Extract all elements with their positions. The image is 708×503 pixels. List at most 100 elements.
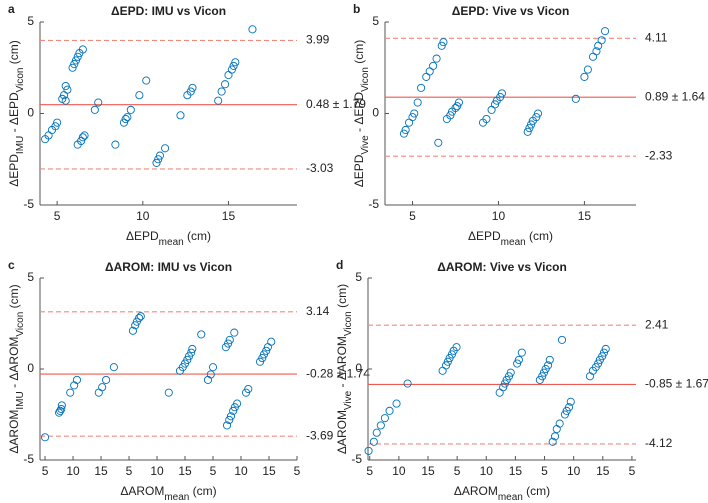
data-point [585, 372, 595, 381]
x-tick-label: 15 [578, 209, 592, 223]
data-point [452, 343, 461, 352]
y-axis-label-sub: Vicon [15, 312, 26, 337]
data-point [186, 87, 195, 96]
data-point [244, 384, 253, 394]
x-axis-label-part: ΔAROM [454, 484, 498, 498]
data-point [571, 94, 580, 103]
data-point [267, 337, 276, 346]
data-point [425, 67, 434, 76]
panel-letter: a [8, 2, 15, 16]
y-axis-label-part: - ΔAROM [7, 337, 21, 392]
data-point [555, 419, 564, 428]
data-point [176, 111, 185, 120]
data-point [599, 348, 609, 357]
data-point [376, 421, 385, 430]
data-point [102, 375, 111, 384]
agreement-label: 3.14 [306, 304, 330, 318]
data-point [222, 421, 232, 430]
data-point [410, 109, 419, 118]
data-point [454, 98, 463, 107]
data-point [188, 344, 197, 354]
x-axis-label-sub: mean [498, 492, 523, 503]
y-axis-label-sub: Vive [343, 390, 354, 410]
x-tick-label: 15 [222, 209, 236, 223]
panel-letter: c [8, 258, 15, 272]
data-point [598, 352, 607, 361]
data-point [262, 346, 271, 355]
data-point [66, 388, 75, 397]
x-tick-label: 15 [421, 464, 435, 478]
data-point [482, 114, 491, 124]
data-point [543, 361, 553, 370]
data-point [229, 61, 238, 70]
y-tick-label: 5 [27, 14, 34, 28]
data-point [225, 335, 234, 344]
data-point [121, 114, 130, 124]
x-axis-label-part: ΔEPD [126, 229, 159, 243]
x-tick-label: 5 [210, 464, 217, 478]
data-point [490, 100, 500, 109]
data-point [57, 401, 66, 410]
x-tick-label: 15 [509, 464, 523, 478]
data-point [369, 437, 378, 446]
x-tick-label: 15 [178, 464, 192, 478]
data-point [566, 397, 575, 406]
x-axis-label-part: (cm) [184, 229, 211, 243]
y-tick-label: 0 [372, 106, 379, 120]
data-point [233, 399, 242, 408]
chart-title: ΔEPD: IMU vs Vicon [111, 4, 226, 18]
data-point [422, 72, 431, 81]
x-axis-label-part: (cm) [523, 484, 550, 498]
y-axis-label-part: - ΔEPD [7, 92, 21, 136]
data-point [98, 383, 107, 392]
x-tick-label: 15 [596, 464, 610, 478]
y-axis-label-sub: Vicon [15, 68, 26, 93]
data-point [552, 425, 561, 434]
y-axis-label-sub: Vicon [360, 67, 371, 92]
x-tick-label: 10 [492, 209, 506, 223]
data-point [364, 446, 373, 455]
agreement-label: -3.69 [306, 428, 334, 442]
x-axis-label-part: ΔAROM [120, 484, 164, 498]
data-point [78, 45, 87, 54]
data-point [525, 124, 534, 133]
data-point [56, 406, 65, 415]
y-axis-label-part: ΔEPD [7, 154, 21, 187]
x-tick-label: 10 [66, 464, 80, 478]
y-axis-label: ΔAROMVive - ΔAROMVicon (cm) [335, 284, 354, 454]
data-point [487, 105, 496, 114]
data-point [432, 54, 441, 63]
data-point [392, 399, 401, 408]
data-point [533, 109, 543, 118]
x-axis-label: ΔEPDmean (cm) [126, 229, 211, 248]
x-tick-label: 5 [126, 464, 133, 478]
data-point [513, 359, 522, 368]
x-tick-label: 15 [262, 464, 276, 478]
y-axis-label-part: (cm) [352, 40, 366, 67]
x-tick-label: 5 [294, 464, 301, 478]
y-tick-label: -5 [351, 452, 362, 466]
y-tick-label: 5 [355, 270, 362, 284]
y-axis-label: ΔEPDIMU - ΔEPDVicon (cm) [7, 40, 26, 187]
y-axis-label-sub: IMU [15, 136, 26, 154]
data-point [538, 372, 547, 381]
chart-title: ΔAROM: IMU vs Vicon [105, 260, 232, 274]
y-axis-label-part: (cm) [7, 40, 21, 67]
data-point [453, 102, 462, 111]
data-point [61, 82, 70, 91]
data-point [506, 368, 515, 377]
x-axis-label: ΔAROMmean (cm) [454, 484, 550, 503]
y-tick-label: 0 [27, 106, 34, 120]
data-point [231, 58, 240, 67]
data-point [188, 83, 197, 92]
data-point [417, 83, 426, 92]
x-tick-label: 10 [567, 464, 581, 478]
y-tick-label: -5 [23, 197, 34, 211]
y-tick-label: 5 [27, 270, 34, 284]
y-axis-label-sub: Vive [360, 135, 371, 155]
x-axis-label: ΔAROMmean (cm) [120, 484, 216, 503]
data-point [152, 158, 161, 167]
y-axis-label-part: (cm) [335, 284, 349, 311]
agreement-label: 0.48 ± 1.79 [306, 97, 366, 111]
